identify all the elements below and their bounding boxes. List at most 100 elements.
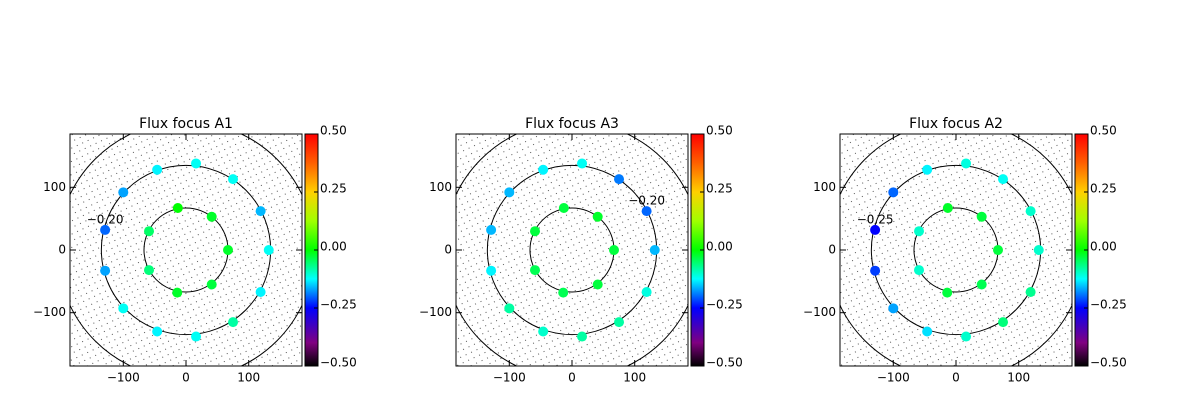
colorbar-tick-label: −0.25: [706, 298, 743, 312]
point: [206, 211, 217, 222]
dot-grid: [70, 134, 302, 366]
point: [614, 174, 625, 185]
colorbar-tick-label: −0.25: [1090, 298, 1127, 312]
point: [144, 265, 155, 276]
point: [609, 245, 620, 255]
point: [228, 317, 239, 328]
x-tick-label: −100: [493, 371, 526, 385]
y-tick-label: 0: [58, 243, 66, 257]
point: [486, 265, 497, 276]
point: [538, 326, 549, 337]
point: [641, 287, 652, 298]
point: [976, 279, 987, 290]
point: [1025, 206, 1036, 217]
point: [144, 226, 155, 237]
x-tick-label: −100: [877, 371, 910, 385]
point: [1033, 245, 1044, 255]
x-tick-label: 0: [568, 371, 576, 385]
y-tick-label: −100: [33, 305, 66, 319]
value-label: −0.25: [857, 212, 894, 226]
point: [614, 317, 625, 328]
chart-title: Flux focus A1: [139, 116, 233, 132]
panel: Flux focus A1 −0.20 −100 0 100 −100 0 100 −0.50 −…: [33, 116, 357, 385]
point: [206, 279, 217, 290]
point: [152, 326, 163, 337]
point: [538, 164, 549, 175]
x-tick-label: 100: [623, 371, 646, 385]
point: [504, 303, 515, 314]
colorbar-tick-label: 0.25: [706, 182, 733, 196]
point: [649, 245, 660, 255]
plot-area: [70, 134, 302, 366]
point: [228, 174, 239, 185]
colorbar-tick-label: −0.25: [320, 298, 357, 312]
dot-grid: [456, 134, 688, 366]
point: [641, 206, 652, 217]
point: [993, 245, 1004, 255]
panel: Flux focus A2 −0.25 −100 0 100 −100 0 100 −0.50 −…: [803, 116, 1127, 385]
point: [504, 187, 515, 198]
point: [922, 164, 933, 175]
colorbar-tick-label: 0.50: [706, 124, 733, 138]
point: [530, 226, 541, 237]
chart-title: Flux focus A3: [525, 116, 619, 132]
colorbar-tick-label: 0.25: [320, 182, 347, 196]
panel: Flux focus A3 −0.20 −100 0 100 −100 0 100 −0.50 −…: [419, 116, 743, 385]
point: [961, 158, 972, 169]
point: [870, 224, 881, 235]
colorbar-tick-label: −0.50: [706, 356, 743, 370]
point: [922, 326, 933, 337]
colorbar-tick-label: 0.00: [320, 240, 347, 254]
point: [976, 211, 987, 222]
colorbar-tick-label: 0.50: [1090, 124, 1117, 138]
plot-area: [456, 134, 688, 366]
x-tick-label: 0: [952, 371, 960, 385]
point: [255, 287, 266, 298]
point: [152, 164, 163, 175]
y-tick-label: 100: [43, 180, 66, 194]
plot-area: [840, 134, 1072, 366]
x-tick-label: −100: [107, 371, 140, 385]
point: [577, 331, 588, 342]
point: [998, 317, 1009, 328]
colorbar-tick-label: −0.50: [320, 356, 357, 370]
point: [592, 211, 603, 222]
colorbar-tick-label: 0.00: [1090, 240, 1117, 254]
point: [558, 287, 569, 298]
point: [191, 158, 202, 169]
point: [942, 287, 953, 298]
y-tick-label: −100: [419, 305, 452, 319]
colorbar-tick-label: −0.50: [1090, 356, 1127, 370]
point: [888, 187, 899, 198]
point: [998, 174, 1009, 185]
point: [942, 202, 953, 213]
y-tick-label: 0: [444, 243, 452, 257]
point: [1025, 287, 1036, 298]
point: [486, 224, 497, 235]
y-tick-label: 0: [828, 243, 836, 257]
x-tick-label: 100: [1007, 371, 1030, 385]
point: [100, 265, 111, 276]
x-tick-label: 100: [237, 371, 260, 385]
point: [172, 287, 183, 298]
y-tick-label: −100: [803, 305, 836, 319]
point: [870, 265, 881, 276]
point: [961, 331, 972, 342]
colorbar-tick-label: 0.00: [706, 240, 733, 254]
point: [118, 303, 129, 314]
point: [558, 202, 569, 213]
value-label: −0.20: [87, 212, 124, 226]
point: [914, 265, 925, 276]
point: [223, 245, 234, 255]
point: [118, 187, 129, 198]
point: [592, 279, 603, 290]
y-tick-label: 100: [429, 180, 452, 194]
value-label: −0.20: [628, 194, 665, 208]
point: [263, 245, 274, 255]
dot-grid: [840, 134, 1072, 366]
chart-title: Flux focus A2: [909, 116, 1003, 132]
point: [172, 202, 183, 213]
point: [255, 206, 266, 217]
point: [577, 158, 588, 169]
